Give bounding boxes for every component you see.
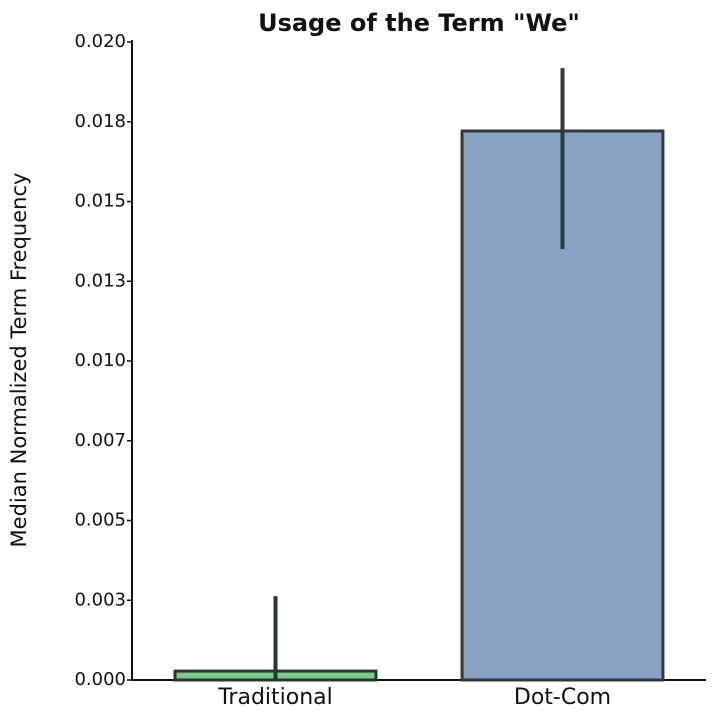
y-tick-label: 0.010 <box>74 350 126 371</box>
y-tick-label: 0.013 <box>74 270 126 291</box>
x-tick-label: Traditional <box>217 685 333 710</box>
x-tick-label: Dot-Com <box>514 685 611 710</box>
y-tick-label: 0.003 <box>74 589 126 610</box>
y-tick-label: 0.000 <box>74 669 126 690</box>
y-tick-label: 0.007 <box>74 430 126 451</box>
y-tick-label: 0.020 <box>74 31 126 52</box>
y-tick-label: 0.015 <box>74 191 126 212</box>
chart-title: Usage of the Term "We" <box>258 9 580 37</box>
y-tick-label: 0.018 <box>74 111 126 132</box>
y-axis-label: Median Normalized Term Frequency <box>7 173 31 548</box>
y-tick-label: 0.005 <box>74 510 126 531</box>
